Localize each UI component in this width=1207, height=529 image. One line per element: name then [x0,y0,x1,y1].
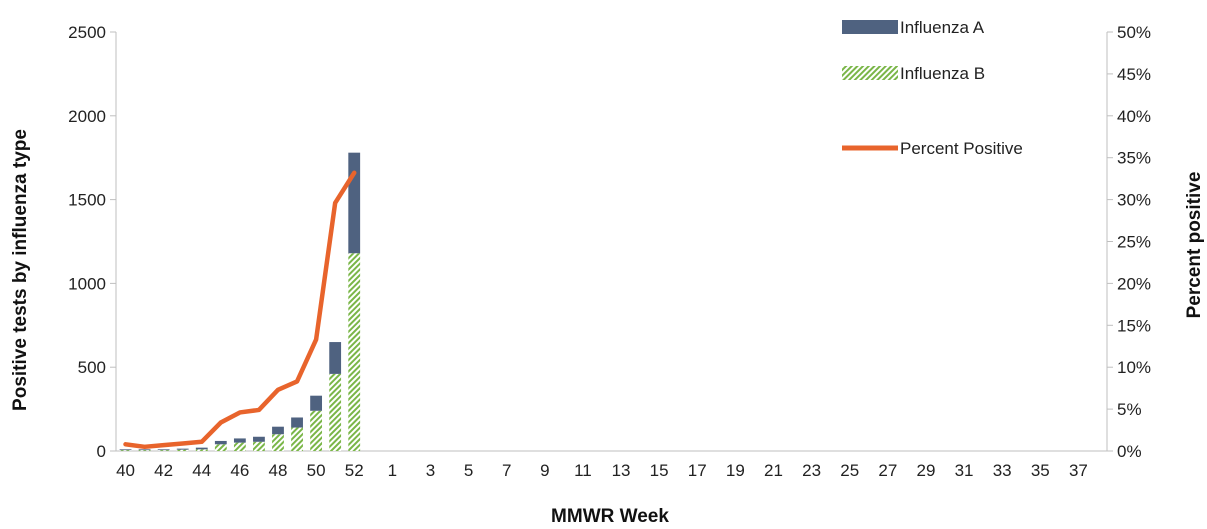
line-percent-positive [123,170,357,450]
x-tick-label: 42 [154,461,173,480]
legend-label-influenza-a: Influenza A [900,18,985,37]
bar-influenza-b [348,253,361,451]
x-tick-label: 27 [878,461,897,480]
bar-influenza-a [176,448,189,450]
x-tick-label: 33 [993,461,1012,480]
x-tick-label: 15 [650,461,669,480]
bar-influenza-b [291,427,303,451]
y2-tick-label: 30% [1117,191,1151,210]
bar-influenza-b [272,434,284,451]
x-tick-label: 35 [1031,461,1050,480]
y2-tick-label: 15% [1117,316,1151,335]
legend-label-influenza-b: Influenza B [900,64,985,83]
x-tick-label: 40 [116,461,135,480]
y2-tick-label: 50% [1117,23,1151,42]
bar-influenza-b [253,441,265,451]
x-tick-label: 19 [726,461,745,480]
x-axis-title: MMWR Week [551,506,669,527]
y-tick-label: 2500 [68,23,106,42]
bar-influenza-a [253,436,265,442]
legend-swatch-influenza-b [842,66,898,80]
bar-influenza-b [310,410,323,451]
bar-influenza-b [233,442,246,451]
bar-influenza-a [214,440,227,445]
legend-label-percent-positive: Percent Positive [900,139,1023,158]
y2-tick-label: 35% [1117,149,1151,168]
y-tick-label: 1500 [68,191,106,210]
y2-tick-label: 10% [1117,358,1151,377]
x-tick-label: 25 [840,461,859,480]
x-tick-label: 46 [230,461,249,480]
x-tick-label: 9 [540,461,549,480]
x-tick-label: 11 [574,461,592,480]
x-tick-label: 52 [345,461,364,480]
y2-tick-label: 5% [1117,400,1142,419]
bar-influenza-a [138,449,151,451]
bar-influenza-a [233,438,246,443]
x-tick-label: 29 [916,461,935,480]
x-tick-label: 13 [612,461,631,480]
bar-influenza-a [329,342,342,374]
y2-tick-label: 40% [1117,107,1151,126]
legend: Influenza A Influenza B Percent Positive [842,18,1023,158]
bar-influenza-a [195,447,208,450]
x-tick-label: 17 [688,461,707,480]
bar-influenza-b [157,450,170,451]
x-tick-label: 50 [307,461,326,480]
y-tick-label: 0 [97,442,106,461]
legend-swatch-influenza-a [842,20,898,34]
x-tick-label: 5 [464,461,473,480]
x-tick-label: 48 [269,461,288,480]
bar-influenza-b [176,449,189,451]
bar-influenza-b [214,444,227,451]
bar-influenza-a [157,449,170,451]
bar-influenza-a [348,152,361,254]
bar-influenza-a [310,395,323,411]
ticks: 0 500 1000 1500 2000 2500 0% 5% 10% 15% 20% 25% 30% 3… [68,23,1151,480]
y2-tick-label: 0% [1117,442,1142,461]
y-axis-title: Positive tests by influenza type [10,129,31,411]
x-tick-label: 1 [388,461,397,480]
x-tick-label: 44 [192,461,211,480]
y-tick-label: 1000 [68,274,106,293]
y-tick-label: 500 [78,358,106,377]
x-tick-label: 3 [426,461,435,480]
y2-tick-label: 25% [1117,233,1151,252]
y2-axis-title: Percent positive [1184,172,1205,319]
bar-influenza-a [119,449,132,451]
bar-influenza-b [138,450,151,451]
bars [119,152,361,451]
x-tick-label: 31 [955,461,974,480]
y2-tick-label: 45% [1117,65,1151,84]
x-tick-label: 7 [502,461,511,480]
bar-influenza-b [195,449,208,451]
y-tick-label: 2000 [68,107,106,126]
x-tick-label: 21 [764,461,783,480]
y2-tick-label: 20% [1117,274,1151,293]
bar-influenza-b [329,373,342,451]
axes [115,32,1108,452]
x-tick-label: 37 [1069,461,1088,480]
bar-influenza-a [272,426,284,435]
bar-influenza-b [119,450,132,451]
percent-line [123,170,357,450]
bar-influenza-a [291,417,303,428]
x-tick-label: 23 [802,461,821,480]
